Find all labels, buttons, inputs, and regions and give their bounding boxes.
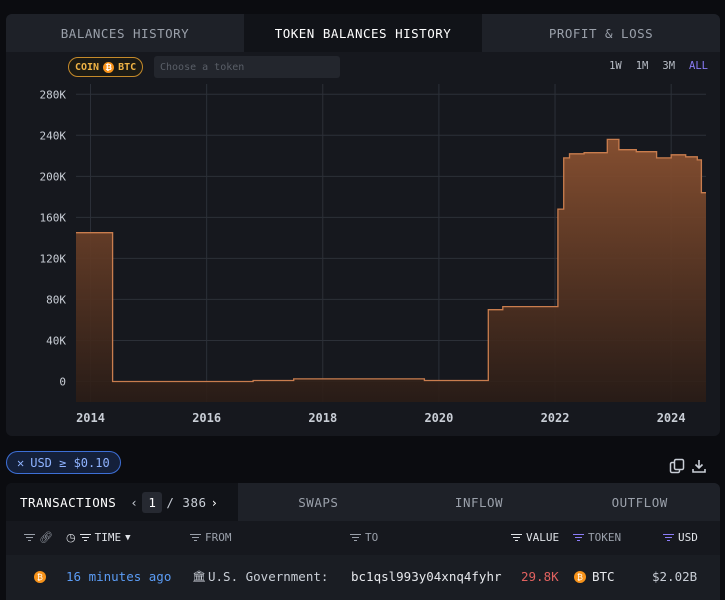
transactions-title: TRANSACTIONS <box>20 494 117 510</box>
balance-chart: 0 40K 80K 120K 160K 200K 240K 280K 2014 2016 2018… <box>40 84 706 425</box>
link-icon[interactable]: 🔗︎ <box>39 531 53 544</box>
tx-usd: $2.02B <box>652 569 698 584</box>
total-pages: / 386 <box>166 494 207 510</box>
time-filter-icon[interactable] <box>79 533 91 542</box>
coin-prefix: COIN <box>75 61 100 73</box>
tab-outflow[interactable]: OUTFLOW <box>559 483 720 521</box>
column-from[interactable]: FROM <box>190 531 232 544</box>
copy-icon[interactable] <box>669 458 685 474</box>
tx-from[interactable]: U.S. Government: <box>208 569 329 584</box>
bitcoin-icon: ₿ <box>103 61 115 73</box>
government-icon: 🏛︎ <box>192 570 206 583</box>
from-header: FROM <box>205 531 232 544</box>
tx-value: 29.8K <box>521 569 559 584</box>
remove-filter-icon[interactable]: ✕ <box>17 455 25 470</box>
y-tick-label: 0 <box>59 375 66 388</box>
tab-transactions[interactable]: TRANSACTIONS ‹ 1 / 386 › <box>6 483 238 521</box>
tx-to[interactable]: bc1qsl993y04xnq4fyhr <box>351 569 502 584</box>
y-tick-label: 80K <box>46 293 66 306</box>
current-page[interactable]: 1 <box>142 491 163 513</box>
column-usd[interactable]: USD <box>663 531 698 544</box>
filter-icon[interactable] <box>24 533 35 542</box>
range-1w[interactable]: 1W <box>609 60 622 72</box>
x-tick-label: 2014 <box>76 411 105 425</box>
token-balances-panel: BALANCES HISTORY TOKEN BALANCES HISTORY … <box>6 14 720 436</box>
tab-inflow[interactable]: INFLOW <box>398 483 560 521</box>
bitcoin-icon: ₿ <box>34 571 46 583</box>
coin-filter-pill[interactable]: COIN ₿ BTC <box>68 57 144 77</box>
column-to[interactable]: TO <box>350 531 378 544</box>
balance-tabs: BALANCES HISTORY TOKEN BALANCES HISTORY … <box>6 14 720 52</box>
column-icons: 🔗︎ <box>24 531 53 544</box>
download-icon[interactable] <box>691 458 707 474</box>
token-search-input[interactable] <box>154 56 340 78</box>
table-row[interactable]: ₿ 16 minutes ago 🏛︎ U.S. Government: bc1… <box>6 555 720 600</box>
tab-token-balances-history[interactable]: TOKEN BALANCES HISTORY <box>244 14 482 52</box>
tx-time[interactable]: 16 minutes ago <box>66 569 172 584</box>
tab-profit-and-loss[interactable]: PROFIT & LOSS <box>482 14 720 52</box>
to-header: TO <box>365 531 379 544</box>
token-header: TOKEN <box>588 531 622 544</box>
transactions-tabs: TRANSACTIONS ‹ 1 / 386 › SWAPS INFLOW OU… <box>6 483 720 521</box>
usd-filter-chip[interactable]: ✕ USD ≥ $0.10 <box>6 451 121 474</box>
btc-token-icon: ₿ <box>574 571 586 583</box>
x-tick-label: 2022 <box>541 411 570 425</box>
sort-down-icon[interactable]: ▼ <box>125 532 131 543</box>
usd-header: USD <box>678 531 698 544</box>
usd-filter-icon[interactable] <box>663 533 674 542</box>
column-token[interactable]: TOKEN <box>573 531 621 544</box>
value-header: VALUE <box>526 531 560 544</box>
x-tick-label: 2016 <box>192 411 221 425</box>
tx-token[interactable]: BTC <box>592 569 615 584</box>
token-filter-icon[interactable] <box>573 533 584 542</box>
range-1m[interactable]: 1M <box>635 60 649 72</box>
y-tick-label: 40K <box>46 334 66 347</box>
next-page-icon[interactable]: › <box>210 494 219 510</box>
column-time[interactable]: ◷ TIME ▼ <box>66 531 131 544</box>
from-filter-icon[interactable] <box>190 533 201 542</box>
time-range-selector: 1W 1M 3M ALL <box>609 60 708 72</box>
pagination: ‹ 1 / 386 › <box>130 491 219 513</box>
tab-swaps[interactable]: SWAPS <box>238 483 399 521</box>
time-header: TIME <box>94 531 122 544</box>
balance-area-fill <box>76 139 706 402</box>
x-tick-label: 2018 <box>308 411 337 425</box>
y-tick-label: 240K <box>40 129 67 142</box>
transactions-panel: TRANSACTIONS ‹ 1 / 386 › SWAPS INFLOW OU… <box>6 483 720 600</box>
usd-filter-label: USD ≥ $0.10 <box>30 455 110 470</box>
coin-symbol: BTC <box>118 61 137 73</box>
y-tick-label: 280K <box>40 88 67 101</box>
balance-line <box>76 138 706 383</box>
range-all[interactable]: ALL <box>689 60 708 72</box>
x-tick-label: 2020 <box>424 411 453 425</box>
tab-balances-history[interactable]: BALANCES HISTORY <box>6 14 244 52</box>
column-value[interactable]: VALUE <box>511 531 559 544</box>
range-3m[interactable]: 3M <box>662 60 676 72</box>
y-tick-label: 160K <box>40 211 67 224</box>
clock-icon: ◷ <box>66 531 76 544</box>
x-tick-label: 2024 <box>657 411 686 425</box>
y-tick-label: 120K <box>40 252 67 265</box>
to-filter-icon[interactable] <box>350 533 361 542</box>
y-tick-label: 200K <box>40 170 67 183</box>
value-filter-icon[interactable] <box>511 533 522 542</box>
chart-controls: COIN ₿ BTC 1W 1M 3M ALL <box>6 52 720 84</box>
prev-page-icon[interactable]: ‹ <box>130 494 139 510</box>
